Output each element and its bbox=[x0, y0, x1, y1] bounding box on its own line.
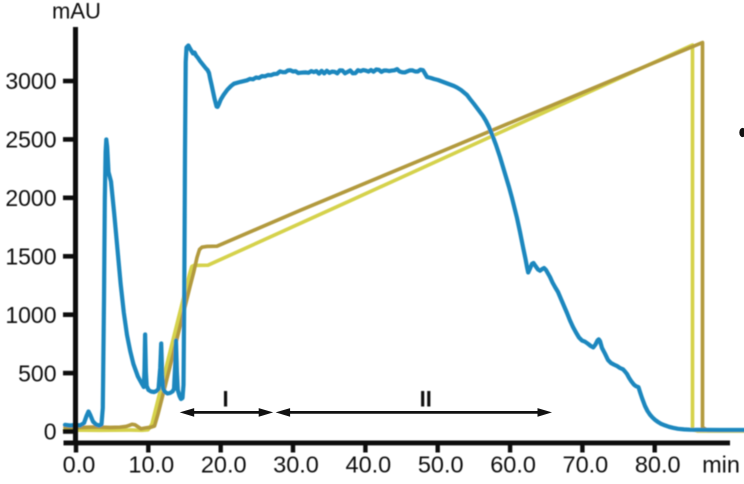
svg-text:10.0: 10.0 bbox=[128, 452, 174, 478]
svg-text:60.0: 60.0 bbox=[490, 452, 536, 478]
svg-text:0.0: 0.0 bbox=[63, 452, 96, 478]
svg-text:500: 500 bbox=[18, 360, 56, 386]
svg-text:1500: 1500 bbox=[5, 244, 56, 270]
svg-text:0: 0 bbox=[44, 419, 57, 445]
svg-text:3000: 3000 bbox=[5, 68, 56, 94]
svg-text:II: II bbox=[420, 387, 432, 412]
svg-text:20.0: 20.0 bbox=[201, 452, 247, 478]
svg-text:1000: 1000 bbox=[5, 302, 56, 328]
svg-text:70.0: 70.0 bbox=[563, 452, 609, 478]
svg-text:2500: 2500 bbox=[5, 127, 56, 153]
svg-text:40.0: 40.0 bbox=[346, 452, 392, 478]
svg-text:80.0: 80.0 bbox=[635, 452, 681, 478]
svg-text:50.0: 50.0 bbox=[418, 452, 464, 478]
svg-text:I: I bbox=[222, 387, 228, 412]
svg-text:mAU: mAU bbox=[52, 0, 101, 24]
svg-text:30.0: 30.0 bbox=[273, 452, 319, 478]
svg-text:2000: 2000 bbox=[5, 185, 56, 211]
svg-text:min: min bbox=[702, 452, 740, 478]
